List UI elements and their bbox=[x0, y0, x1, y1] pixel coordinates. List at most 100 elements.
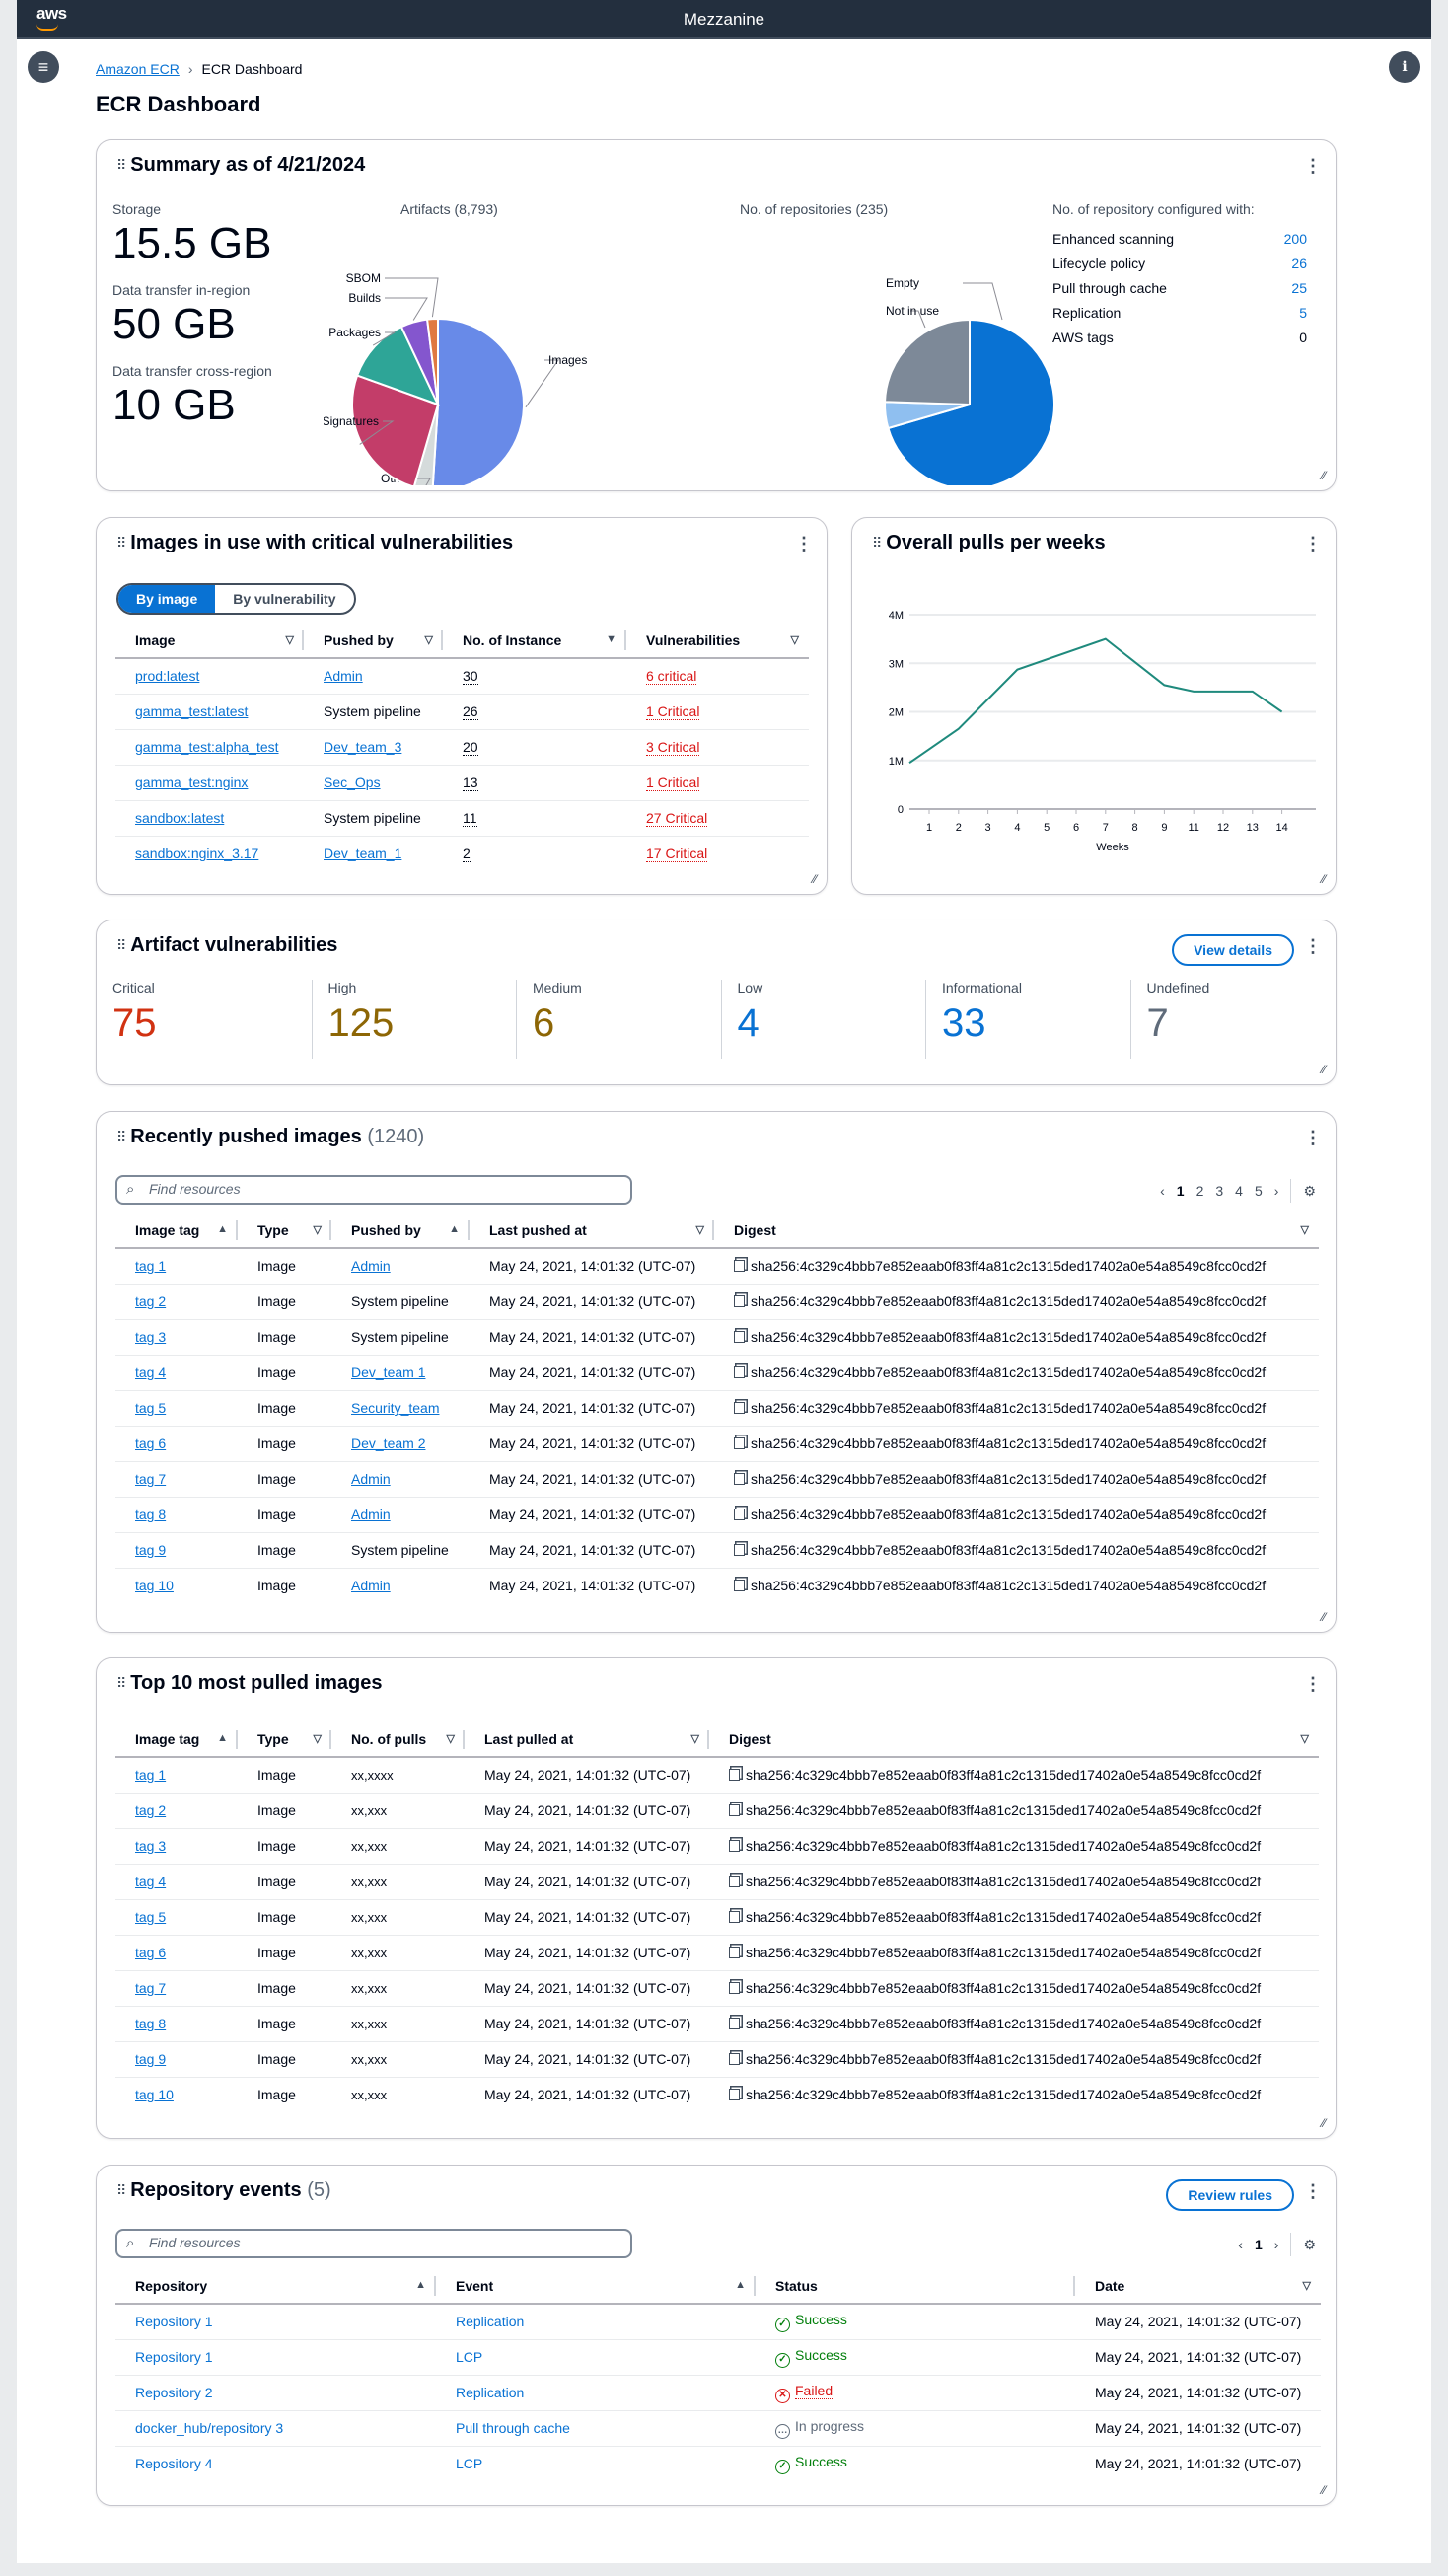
drag-handle-icon[interactable]: ⠿ bbox=[116, 2182, 126, 2198]
settings-gear-icon[interactable]: ⚙ bbox=[1303, 2236, 1316, 2252]
critical-count[interactable]: 3 Critical bbox=[646, 739, 700, 756]
search-input[interactable] bbox=[149, 1181, 603, 1197]
repository-link[interactable]: Repository 1 bbox=[135, 2349, 213, 2365]
drag-handle-icon[interactable]: ⠿ bbox=[116, 535, 126, 551]
vuln-count[interactable]: 75 bbox=[112, 1001, 157, 1045]
review-rules-button[interactable]: Review rules bbox=[1166, 2179, 1294, 2211]
more-options-icon[interactable]: ⋮ bbox=[795, 534, 813, 553]
sort-icon[interactable]: ▽ bbox=[695, 1224, 704, 1236]
event-link[interactable]: Replication bbox=[456, 2314, 525, 2330]
more-options-icon[interactable]: ⋮ bbox=[1304, 1674, 1322, 1694]
image-link[interactable]: gamma_test:alpha_test bbox=[135, 739, 279, 755]
menu-icon[interactable]: ≡ bbox=[28, 51, 59, 83]
repository-link[interactable]: docker_hub/repository 3 bbox=[135, 2420, 284, 2436]
drag-handle-icon[interactable]: ⠿ bbox=[116, 1129, 126, 1144]
copy-icon[interactable] bbox=[729, 1804, 740, 1816]
copy-icon[interactable] bbox=[729, 2018, 740, 2029]
image-tag-link[interactable]: tag 1 bbox=[135, 1258, 167, 1275]
image-tag-link[interactable]: tag 5 bbox=[135, 1909, 167, 1925]
copy-icon[interactable] bbox=[734, 1473, 745, 1485]
page-3[interactable]: 3 bbox=[1215, 1183, 1224, 1199]
next-page-icon[interactable]: › bbox=[1273, 1183, 1279, 1199]
copy-icon[interactable] bbox=[734, 1331, 745, 1343]
page-4[interactable]: 4 bbox=[1235, 1183, 1243, 1199]
sort-ascending-icon[interactable]: ▲ bbox=[217, 1223, 228, 1235]
drag-handle-icon[interactable]: ⠿ bbox=[116, 157, 126, 173]
view-details-button[interactable]: View details bbox=[1172, 934, 1294, 966]
image-tag-link[interactable]: tag 6 bbox=[135, 1945, 167, 1960]
column-header-event[interactable]: Event ▲ bbox=[436, 2268, 756, 2305]
copy-icon[interactable] bbox=[734, 1402, 745, 1414]
page-5[interactable]: 5 bbox=[1254, 1183, 1263, 1199]
sort-ascending-icon[interactable]: ▲ bbox=[415, 2279, 426, 2291]
event-link[interactable]: LCP bbox=[456, 2349, 483, 2365]
copy-icon[interactable] bbox=[734, 1544, 745, 1556]
column-header-digest[interactable]: Digest ▽ bbox=[714, 1213, 1319, 1249]
column-header-no-of-instance[interactable]: No. of Instance ▼ bbox=[443, 623, 626, 659]
next-page-icon[interactable]: › bbox=[1273, 2237, 1279, 2252]
event-link[interactable]: Pull through cache bbox=[456, 2420, 570, 2436]
column-header-type[interactable]: Type ▽ bbox=[238, 1213, 331, 1249]
column-header-no-of-pulls[interactable]: No. of pulls ▽ bbox=[331, 1722, 465, 1758]
sort-icon[interactable]: ▽ bbox=[313, 1733, 322, 1745]
sort-icon[interactable]: ▽ bbox=[285, 634, 294, 646]
vuln-count[interactable]: 125 bbox=[327, 1001, 395, 1045]
resize-handle-icon[interactable]: ⁄⁄ bbox=[1321, 2483, 1326, 2497]
more-options-icon[interactable]: ⋮ bbox=[1304, 534, 1322, 553]
pushed-by-link[interactable]: Dev_team_1 bbox=[324, 846, 402, 862]
page-1[interactable]: 1 bbox=[1254, 2237, 1263, 2252]
sort-icon[interactable]: ▽ bbox=[424, 634, 433, 646]
column-header-image-tag[interactable]: Image tag ▲ bbox=[115, 1722, 238, 1758]
critical-count[interactable]: 6 critical bbox=[646, 668, 697, 686]
pushed-by-link[interactable]: Admin bbox=[324, 668, 363, 685]
column-header-pushed-by[interactable]: Pushed by ▲ bbox=[331, 1213, 470, 1249]
image-tag-link[interactable]: tag 2 bbox=[135, 1293, 167, 1309]
instance-count[interactable]: 11 bbox=[463, 810, 477, 827]
image-tag-link[interactable]: tag 7 bbox=[135, 1980, 167, 1996]
image-tag-link[interactable]: tag 4 bbox=[135, 1874, 167, 1889]
copy-icon[interactable] bbox=[734, 1366, 745, 1378]
repository-link[interactable]: Repository 4 bbox=[135, 2456, 213, 2472]
more-options-icon[interactable]: ⋮ bbox=[1304, 936, 1322, 956]
pushed-by-link[interactable]: Dev_team 1 bbox=[351, 1364, 426, 1380]
copy-icon[interactable] bbox=[729, 1911, 740, 1923]
copy-icon[interactable] bbox=[729, 1876, 740, 1887]
pushed-by-link[interactable]: Admin bbox=[351, 1507, 391, 1522]
sort-ascending-icon[interactable]: ▲ bbox=[735, 2279, 746, 2291]
column-header-image-tag[interactable]: Image tag ▲ bbox=[115, 1213, 238, 1249]
config-value[interactable]: 5 bbox=[1299, 305, 1307, 321]
image-tag-link[interactable]: tag 10 bbox=[135, 1578, 174, 1594]
copy-icon[interactable] bbox=[729, 1982, 740, 1994]
repository-link[interactable]: Repository 1 bbox=[135, 2314, 213, 2330]
copy-icon[interactable] bbox=[729, 1769, 740, 1782]
pushed-by-link[interactable]: Admin bbox=[351, 1258, 391, 1275]
event-link[interactable]: LCP bbox=[456, 2456, 483, 2472]
previous-page-icon[interactable]: ‹ bbox=[1238, 2237, 1243, 2252]
drag-handle-icon[interactable]: ⠿ bbox=[116, 1675, 126, 1691]
column-header-repository[interactable]: Repository ▲ bbox=[115, 2268, 436, 2305]
image-tag-link[interactable]: tag 8 bbox=[135, 2016, 167, 2031]
pushed-by-link[interactable]: Sec_Ops bbox=[324, 774, 381, 790]
instance-count[interactable]: 30 bbox=[463, 668, 478, 686]
more-options-icon[interactable]: ⋮ bbox=[1304, 2181, 1322, 2201]
pushed-by-link[interactable]: Admin bbox=[351, 1471, 391, 1487]
copy-icon[interactable] bbox=[729, 1840, 740, 1852]
drag-handle-icon[interactable]: ⠿ bbox=[872, 535, 882, 551]
resize-handle-icon[interactable]: ⁄⁄ bbox=[1321, 469, 1326, 482]
status-indicator[interactable]: ✕ Failed bbox=[775, 2382, 833, 2403]
repository-link[interactable]: Repository 2 bbox=[135, 2385, 213, 2400]
copy-icon[interactable] bbox=[734, 1509, 745, 1520]
vuln-count[interactable]: 6 bbox=[533, 1001, 555, 1045]
image-tag-link[interactable]: tag 10 bbox=[135, 2087, 174, 2103]
column-header-date[interactable]: Date ▽ bbox=[1075, 2268, 1321, 2305]
resize-handle-icon[interactable]: ⁄⁄ bbox=[1321, 1063, 1326, 1076]
copy-icon[interactable] bbox=[734, 1260, 745, 1273]
pushed-by-link[interactable]: Security_team bbox=[351, 1400, 440, 1416]
sort-ascending-icon[interactable]: ▲ bbox=[217, 1732, 228, 1744]
info-icon[interactable]: i bbox=[1389, 51, 1420, 83]
more-options-icon[interactable]: ⋮ bbox=[1304, 156, 1322, 176]
column-header-last-pushed-at[interactable]: Last pushed at ▽ bbox=[470, 1213, 714, 1249]
column-header-vulnerabilities[interactable]: Vulnerabilities ▽ bbox=[626, 623, 809, 659]
image-tag-link[interactable]: tag 9 bbox=[135, 2051, 167, 2067]
copy-icon[interactable] bbox=[729, 1947, 740, 1958]
